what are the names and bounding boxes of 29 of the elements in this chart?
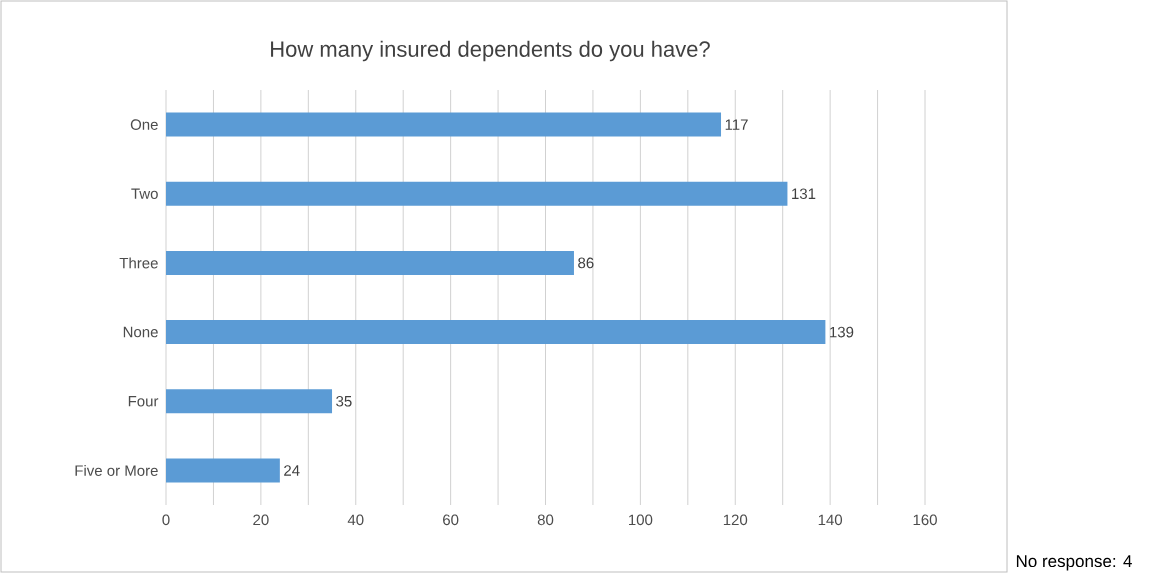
bar: [166, 181, 788, 206]
x-tick-label: 40: [347, 514, 364, 526]
x-tick-label: 120: [723, 514, 748, 526]
data-label: 35: [336, 395, 352, 407]
x-tick-label: 80: [537, 514, 554, 526]
x-tick-label: 160: [913, 514, 937, 526]
data-label: 139: [830, 326, 854, 338]
y-tick-label: Five or More: [75, 464, 158, 476]
y-tick-label: Three: [119, 257, 158, 269]
bar: [166, 250, 574, 275]
bar: [166, 112, 722, 137]
x-tick-label: 140: [818, 514, 843, 526]
bar: [166, 320, 826, 345]
data-label: 24: [284, 465, 300, 476]
chart-title: How many insured dependents do you have?: [271, 40, 710, 62]
bar: [166, 458, 280, 483]
x-tick-label: 100: [629, 514, 653, 526]
y-tick-label: Two: [131, 188, 158, 199]
bar: [166, 389, 333, 414]
y-tick-label: Four: [128, 396, 159, 407]
text: No response: 4: [1016, 555, 1132, 571]
y-tick-label: One: [130, 119, 158, 130]
data-label: 117: [725, 119, 748, 130]
data-label: 86: [578, 257, 594, 269]
y-tick-label: None: [123, 326, 158, 338]
x-tick-label: 20: [253, 514, 269, 526]
x-tick-label: 60: [443, 514, 459, 526]
x-tick-label: 0: [162, 514, 170, 526]
data-label: 131: [792, 188, 816, 200]
